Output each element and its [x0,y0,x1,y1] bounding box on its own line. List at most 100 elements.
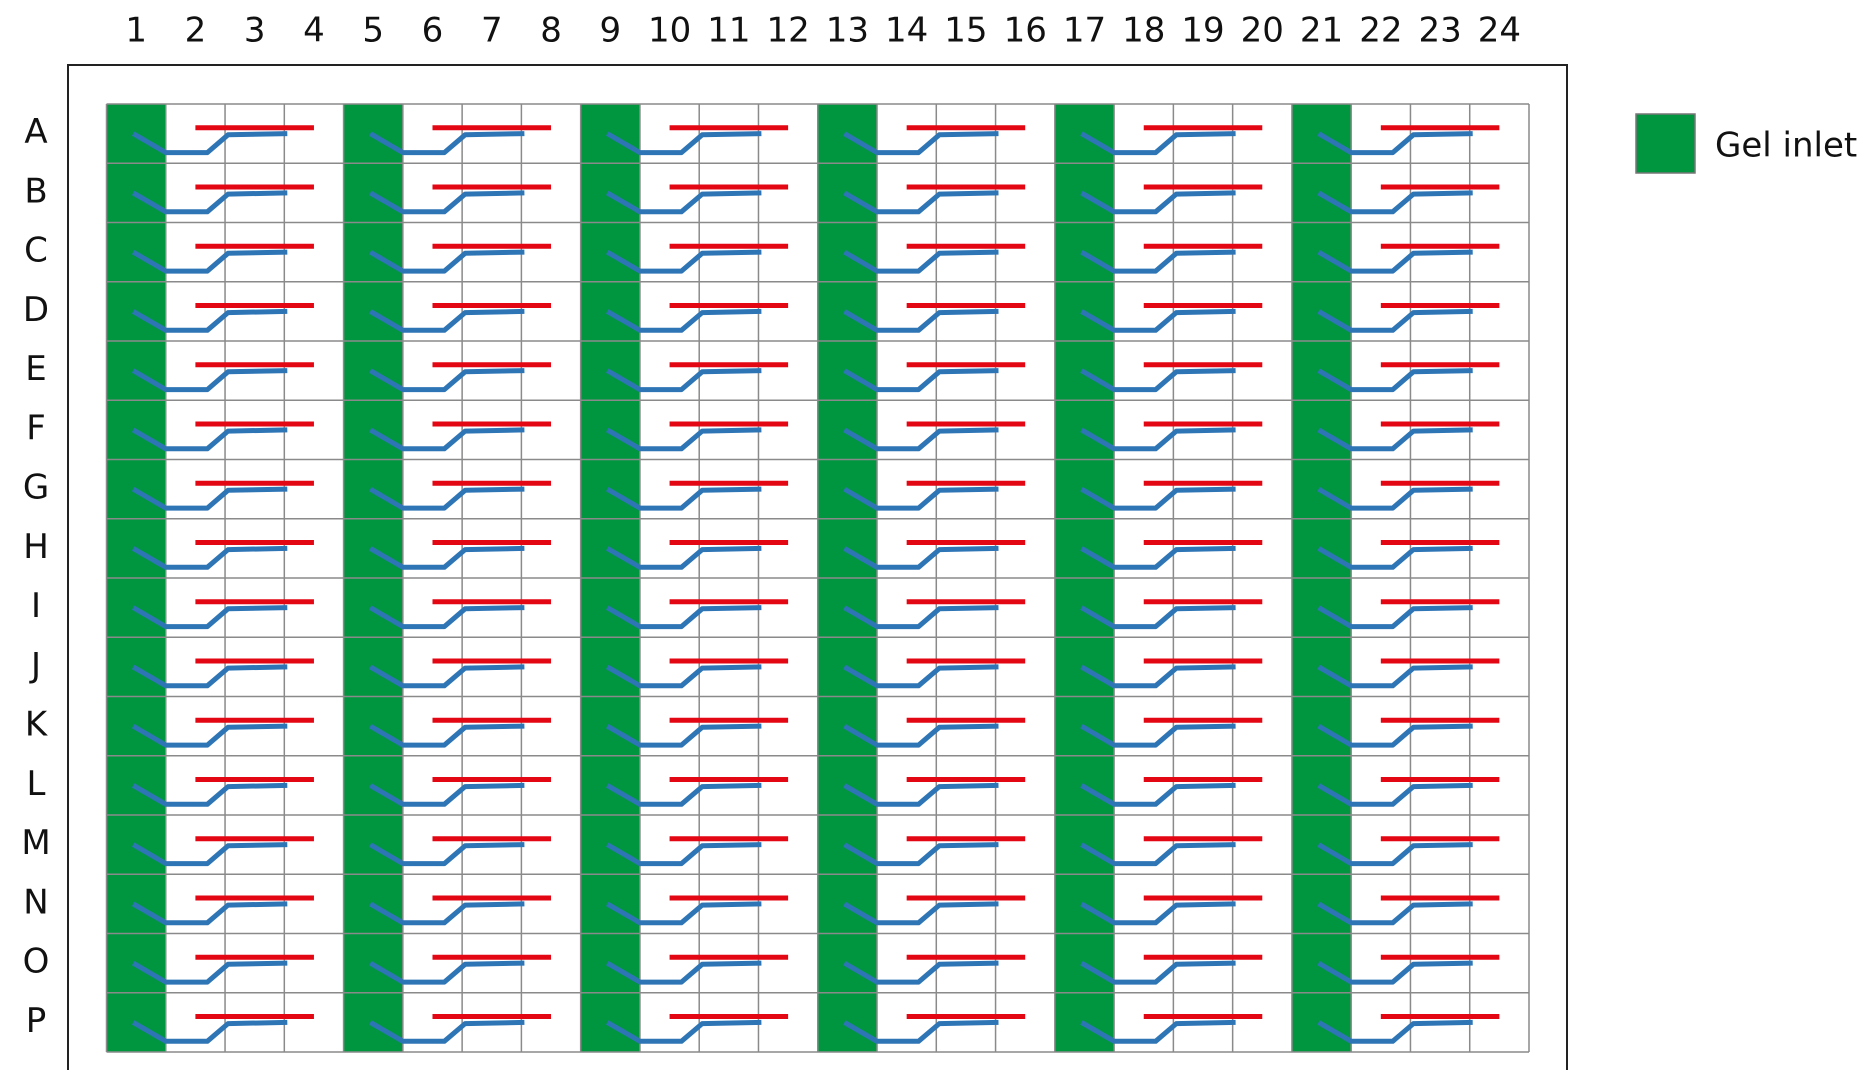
row-label: O [23,942,50,982]
channel [1080,249,1236,274]
channel [131,368,288,393]
channel [843,249,999,274]
channel [1317,486,1473,511]
channel [1317,782,1473,807]
channel [1317,842,1473,867]
channel [369,842,525,867]
channel [843,901,999,926]
row-label: P [26,1001,47,1041]
row-label: K [25,705,49,745]
channel [369,308,525,333]
channel [1080,901,1236,926]
legend-label: Gel inlet [1715,126,1857,166]
channel [843,545,999,570]
column-label: 7 [481,11,503,51]
row-label: E [25,349,46,389]
channel [606,545,762,570]
row-label: I [31,586,41,626]
channel [131,308,288,333]
channel [1317,368,1473,393]
column-label: 17 [1063,11,1106,51]
channel [1080,664,1236,689]
channel [606,486,762,511]
channel [1080,486,1236,511]
plate-frame [67,64,1568,1070]
channel [1080,308,1236,333]
channel [1317,901,1473,926]
row-label: D [23,290,49,330]
column-label: 14 [885,11,928,51]
column-label: 18 [1122,11,1165,51]
channel [131,605,288,630]
channel [1080,131,1236,156]
row-label: H [23,527,49,567]
channel [843,131,999,156]
channel [369,486,525,511]
channel [131,249,288,274]
column-label: 11 [707,11,750,51]
channel [1080,427,1236,452]
channel [606,901,762,926]
channel [843,723,999,748]
channel [1317,545,1473,570]
column-label: 19 [1181,11,1224,51]
channel [369,1019,525,1044]
channel [369,427,525,452]
channel [843,368,999,393]
channel [369,131,525,156]
channel [606,131,762,156]
channel [131,1019,288,1044]
channel [1317,960,1473,985]
channel [131,782,288,807]
channel [606,605,762,630]
column-label: 5 [362,11,384,51]
channel [1080,782,1236,807]
channel [369,782,525,807]
row-label: A [24,112,47,152]
column-label: 23 [1418,11,1461,51]
column-label: 16 [1004,11,1047,51]
channel [843,486,999,511]
column-label: 20 [1241,11,1284,51]
channel [1317,605,1473,630]
channel [1317,131,1473,156]
row-label: C [24,231,48,271]
channel [369,545,525,570]
channel [131,960,288,985]
channel [369,960,525,985]
channel [606,427,762,452]
channel [606,782,762,807]
channel [1080,545,1236,570]
channel [1317,723,1473,748]
legend-swatch [1635,113,1696,174]
row-label: J [29,645,41,685]
channel [369,249,525,274]
column-label: 12 [766,11,809,51]
channel [843,190,999,215]
channel [131,131,288,156]
row-label: B [24,171,47,211]
channel [369,605,525,630]
channel [843,1019,999,1044]
row-label: M [21,823,50,863]
channel [843,960,999,985]
channel [131,486,288,511]
column-label: 2 [185,11,207,51]
channel [1317,190,1473,215]
channel [1080,842,1236,867]
channel [131,427,288,452]
channel [1080,605,1236,630]
channel [1080,368,1236,393]
channel [369,190,525,215]
channel [606,190,762,215]
channel [131,842,288,867]
channel [606,664,762,689]
channel [369,368,525,393]
channel [369,723,525,748]
column-label: 13 [826,11,869,51]
channel [606,1019,762,1044]
column-label: 4 [303,11,325,51]
channel [131,664,288,689]
channel [843,664,999,689]
